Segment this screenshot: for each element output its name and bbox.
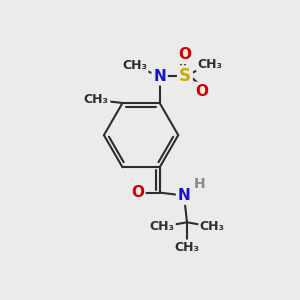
Text: O: O [131, 185, 144, 200]
Text: CH₃: CH₃ [175, 241, 200, 254]
Text: CH₃: CH₃ [84, 94, 109, 106]
Text: CH₃: CH₃ [149, 220, 174, 233]
Text: O: O [195, 84, 208, 99]
Text: CH₃: CH₃ [198, 58, 223, 71]
Text: S: S [179, 67, 191, 85]
Text: O: O [178, 47, 191, 62]
Text: CH₃: CH₃ [200, 220, 225, 233]
Text: CH₃: CH₃ [122, 59, 147, 72]
Text: H: H [194, 177, 205, 191]
Text: N: N [178, 188, 190, 203]
Text: N: N [153, 69, 166, 84]
